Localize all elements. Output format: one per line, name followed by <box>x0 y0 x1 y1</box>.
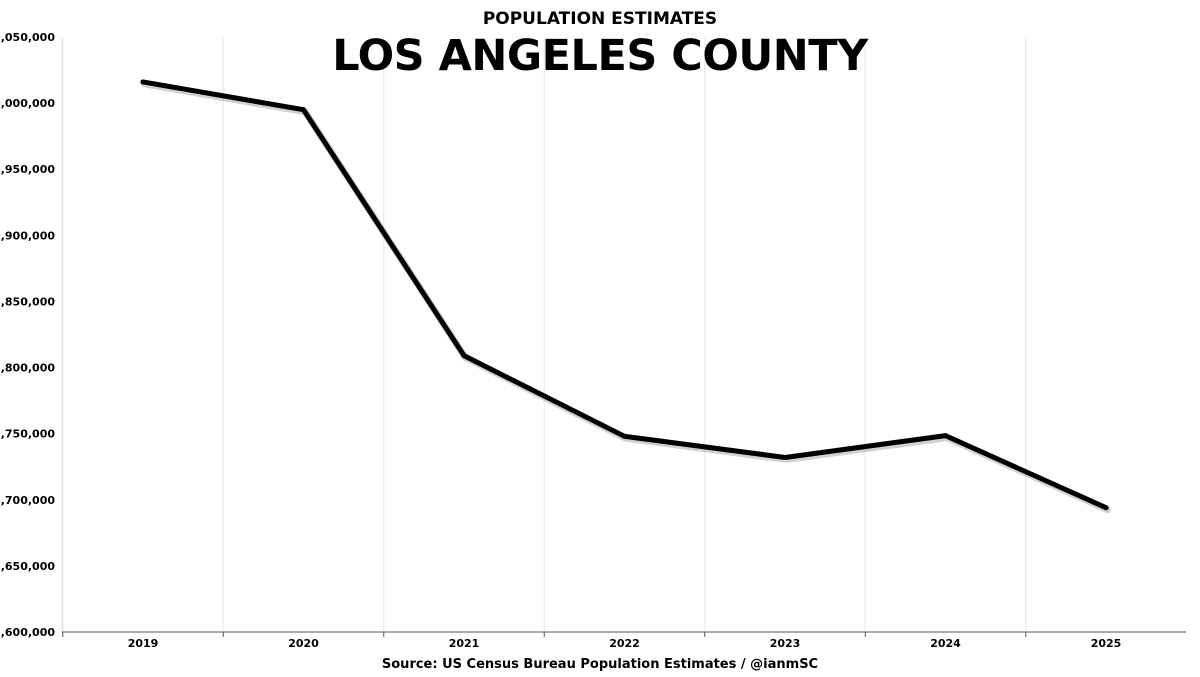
y-tick-label: 9,800,000 <box>0 362 55 375</box>
point-layer <box>140 79 1109 511</box>
axis-layer <box>62 631 1186 637</box>
data-point-2020 <box>301 107 306 113</box>
data-point-2022 <box>622 433 627 439</box>
chart-subtitle: POPULATION ESTIMATES <box>483 9 717 29</box>
x-tick-label-2019: 2019 <box>128 637 159 650</box>
data-point-2024 <box>943 433 948 439</box>
data-point-2019 <box>140 79 146 85</box>
chart-source: Source: US Census Bureau Population Esti… <box>382 657 818 672</box>
series-line <box>140 79 1109 511</box>
y-tick-label: 10,000,000 <box>0 97 55 110</box>
x-tick-label-2020: 2020 <box>288 637 319 650</box>
y-tick-label: 9,700,000 <box>0 494 55 507</box>
x-tick-labels: 2019 2020 2021 2022 2023 2024 2025 <box>128 637 1122 650</box>
y-tick-label: 10,050,000 <box>0 31 55 44</box>
y-tick-label: 9,850,000 <box>0 295 55 308</box>
y-tick-label: 9,600,000 <box>0 626 55 639</box>
y-tick-label: 9,650,000 <box>0 560 55 573</box>
grid-layer <box>61 37 1027 632</box>
x-tick-label-2025: 2025 <box>1091 637 1122 650</box>
data-point-2021 <box>461 353 467 359</box>
y-tick-label: 9,750,000 <box>0 428 55 441</box>
x-tick-label-2022: 2022 <box>609 637 640 650</box>
chart-title: LOS ANGELES COUNTY <box>332 31 869 81</box>
y-tick-label: 9,950,000 <box>0 163 55 176</box>
x-tick-label-2023: 2023 <box>770 637 801 650</box>
y-tick-labels: 9,600,000 9,650,000 9,700,000 9,750,000 9,80… <box>0 31 55 639</box>
x-tick-label-2024: 2024 <box>930 637 961 650</box>
series-layer <box>140 79 1111 514</box>
x-tick-label-2021: 2021 <box>449 637 480 650</box>
data-point-2025 <box>1103 505 1109 511</box>
y-tick-label: 9,900,000 <box>0 229 55 242</box>
data-point-2023 <box>782 454 788 460</box>
